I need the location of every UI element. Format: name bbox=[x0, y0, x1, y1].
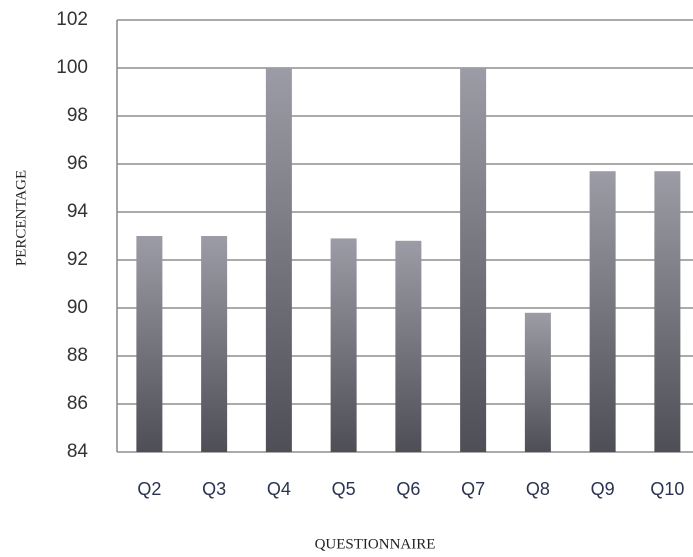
y-tick-label: 96 bbox=[67, 153, 88, 174]
x-tick-label: Q2 bbox=[137, 479, 161, 499]
x-tick-label: Q3 bbox=[202, 479, 226, 499]
bar bbox=[265, 68, 292, 452]
x-tick-label: Q10 bbox=[650, 479, 684, 499]
bar bbox=[136, 236, 163, 452]
y-tick-label: 90 bbox=[67, 297, 88, 318]
x-tick-label: Q6 bbox=[396, 479, 420, 499]
y-tick-label: 94 bbox=[67, 201, 89, 222]
y-tick-label: 98 bbox=[67, 105, 88, 126]
y-tick-label: 102 bbox=[56, 9, 88, 30]
x-tick-label: Q7 bbox=[461, 479, 485, 499]
y-tick-label: 92 bbox=[67, 249, 88, 270]
x-axis-title: QUESTIONNAIRE bbox=[315, 536, 436, 552]
bar bbox=[654, 171, 681, 452]
x-tick-label: Q5 bbox=[332, 479, 356, 499]
x-tick-label: Q4 bbox=[267, 479, 291, 499]
y-tick-label: 86 bbox=[67, 393, 88, 414]
x-tick-label: Q8 bbox=[526, 479, 550, 499]
y-tick-label: 88 bbox=[67, 345, 88, 366]
bar bbox=[524, 312, 551, 452]
y-tick-label: 84 bbox=[67, 441, 89, 462]
bar bbox=[589, 171, 616, 452]
y-tick-label: 100 bbox=[56, 57, 88, 78]
bar bbox=[460, 68, 487, 452]
y-axis-title: PERCENTAGE bbox=[13, 170, 29, 266]
x-tick-label: Q9 bbox=[591, 479, 615, 499]
bar bbox=[395, 240, 422, 452]
bar bbox=[201, 236, 228, 452]
bar bbox=[330, 238, 357, 452]
